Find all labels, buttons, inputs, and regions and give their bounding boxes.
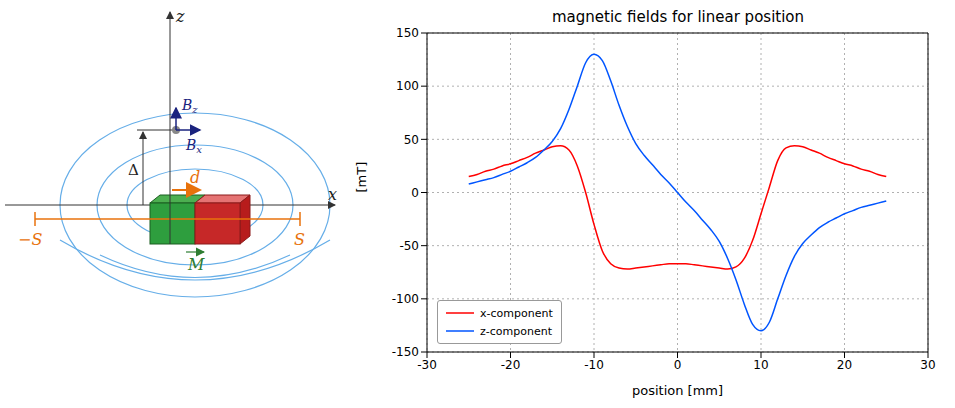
svg-text:Δ: Δ	[128, 161, 139, 179]
svg-text:100: 100	[396, 79, 419, 93]
svg-text:10: 10	[753, 358, 768, 372]
svg-text:-20: -20	[501, 358, 521, 372]
svg-text:position [mm]: position [mm]	[632, 383, 723, 398]
svg-text:-150: -150	[392, 345, 419, 359]
svg-text:20: 20	[837, 358, 852, 372]
html-text:magnetic fields for linear pos: magnetic fields for linear position	[552, 8, 804, 26]
svg-text:−S: −S	[18, 230, 42, 249]
svg-text:x: x	[328, 185, 337, 204]
svg-text:z: z	[175, 7, 185, 26]
svg-text:Bx: Bx	[185, 137, 202, 155]
svg-text:30: 30	[920, 358, 935, 372]
html-text:z-component: z-component	[480, 324, 552, 338]
svg-text:M: M	[187, 255, 205, 274]
svg-text:S: S	[294, 230, 305, 249]
html-text:x-component: x-component	[480, 306, 553, 320]
svg-text:0: 0	[674, 358, 682, 372]
svg-text:50: 50	[404, 133, 419, 147]
svg-text:-100: -100	[392, 292, 419, 306]
svg-text:0: 0	[411, 186, 419, 200]
svg-text:150: 150	[396, 26, 419, 40]
svg-text:-30: -30	[417, 358, 437, 372]
svg-text:d: d	[190, 168, 200, 187]
svg-text:-50: -50	[399, 239, 419, 253]
svg-text:-10: -10	[584, 358, 604, 372]
svg-text:Bz: Bz	[181, 97, 198, 115]
svg-text:[mT]: [mT]	[354, 162, 369, 193]
